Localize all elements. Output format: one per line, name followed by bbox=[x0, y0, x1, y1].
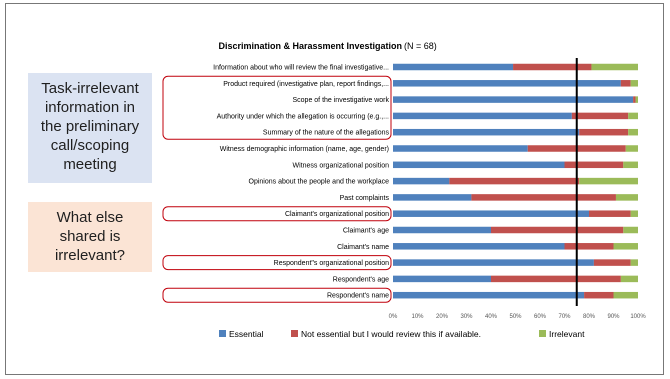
bar-segment bbox=[591, 63, 638, 71]
category-label: Authority under which the allegation is … bbox=[217, 113, 389, 120]
category-label: Claimant's age bbox=[343, 228, 389, 235]
callout-line: meeting bbox=[63, 156, 117, 173]
highlight-outline bbox=[162, 287, 392, 303]
bar-segment bbox=[393, 128, 580, 136]
bar-segment bbox=[564, 161, 624, 169]
bar-segment bbox=[393, 80, 621, 87]
bar-segment bbox=[630, 80, 638, 87]
chart-title: Discrimination & Harassment Investigatio… bbox=[218, 41, 402, 51]
callout-line: call/scoping bbox=[50, 137, 130, 154]
bar-segment bbox=[393, 259, 594, 266]
bar-segment bbox=[628, 128, 638, 136]
bar-segment bbox=[393, 226, 491, 234]
category-label: Product required (investigative plan, re… bbox=[223, 81, 389, 88]
callout-what-else: What else shared is irrelevant? bbox=[28, 202, 152, 272]
bar-segment bbox=[491, 275, 621, 283]
legend-swatch bbox=[219, 330, 226, 337]
bar-segment bbox=[623, 226, 638, 234]
callout-line: Task-irrelevant bbox=[41, 80, 139, 97]
x-tick-label: 70% bbox=[558, 314, 571, 320]
bar-segment bbox=[579, 128, 629, 136]
highlight-outline bbox=[162, 75, 392, 140]
x-tick-label: 50% bbox=[509, 314, 522, 320]
bar-segment bbox=[579, 177, 638, 185]
bar-segment bbox=[623, 161, 638, 169]
bar-segment bbox=[393, 145, 528, 152]
callout-line: What else bbox=[56, 209, 124, 226]
callout-line: shared is bbox=[59, 228, 121, 245]
legend-swatch bbox=[291, 330, 298, 337]
bar-segment bbox=[393, 243, 565, 250]
category-label: Claimant's organizational position bbox=[285, 211, 389, 218]
slide-frame bbox=[5, 3, 664, 375]
bar-segment bbox=[630, 259, 638, 266]
bar-segment bbox=[449, 177, 580, 185]
bar-segment bbox=[393, 63, 514, 71]
callout-task-irrelevant: Task-irrelevant information in the preli… bbox=[28, 73, 152, 183]
bar-segment bbox=[633, 96, 636, 103]
bar-segment bbox=[584, 291, 614, 299]
x-tick-label: 80% bbox=[583, 314, 596, 320]
bar-segment bbox=[491, 226, 624, 234]
x-tick-label: 30% bbox=[460, 314, 473, 320]
category-label: Scope of the investigative work bbox=[293, 97, 390, 104]
category-label: Information about who will review the fi… bbox=[213, 65, 389, 72]
category-label: Summary of the nature of the allegations bbox=[263, 130, 390, 137]
legend-label: Irrelevant bbox=[549, 329, 585, 339]
category-label: Witness organizational position bbox=[293, 162, 390, 169]
bar-segment bbox=[393, 112, 572, 120]
bar-segment bbox=[393, 96, 634, 103]
callout-line: the preliminary bbox=[40, 118, 140, 135]
bar-segment bbox=[613, 243, 638, 250]
bar-segment bbox=[571, 112, 629, 120]
bar-segment bbox=[625, 145, 638, 152]
bar-segment bbox=[564, 243, 614, 250]
x-tick-label: 100% bbox=[630, 314, 646, 320]
legend-label: Not essential but I would review this if… bbox=[301, 329, 481, 339]
bar-segment bbox=[589, 210, 631, 217]
bar-segment bbox=[613, 291, 638, 299]
x-tick-label: 60% bbox=[534, 314, 547, 320]
bar-segment bbox=[620, 80, 631, 87]
x-tick-label: 40% bbox=[485, 314, 498, 320]
legend-label: Essential bbox=[229, 329, 264, 339]
category-label: Respondent's age bbox=[333, 276, 389, 283]
x-tick-label: 10% bbox=[411, 314, 424, 320]
bar-segment bbox=[393, 210, 589, 217]
bar-segment bbox=[393, 194, 472, 201]
callout-line: information in bbox=[44, 99, 136, 116]
category-label: Witness demographic information (name, a… bbox=[220, 146, 389, 153]
bar-segment bbox=[513, 63, 592, 71]
bar-segment bbox=[471, 194, 616, 201]
bar-segment bbox=[628, 112, 638, 120]
category-label: Past complaints bbox=[340, 195, 390, 202]
category-label: Respondent"s organizational position bbox=[274, 260, 389, 267]
category-label: Respondent's name bbox=[327, 293, 389, 300]
legend-swatch bbox=[539, 330, 546, 337]
category-label: Opinions about the people and the workpl… bbox=[249, 179, 390, 186]
chart-subtitle: (N = 68) bbox=[404, 41, 437, 51]
bar-segment bbox=[593, 259, 631, 266]
highlight-outline bbox=[162, 206, 392, 222]
x-tick-label: 20% bbox=[436, 314, 449, 320]
highlight-outline bbox=[162, 255, 392, 271]
bar-segment bbox=[615, 194, 638, 201]
bar-segment bbox=[393, 177, 450, 185]
category-label: Claimant's name bbox=[337, 244, 389, 251]
bar-segment bbox=[393, 275, 491, 283]
bar-segment bbox=[393, 161, 565, 169]
bar-segment bbox=[630, 210, 638, 217]
x-tick-label: 0% bbox=[389, 314, 398, 320]
bar-segment bbox=[393, 291, 585, 299]
x-tick-label: 90% bbox=[607, 314, 620, 320]
bar-segment bbox=[620, 275, 638, 283]
callout-line: irrelevant? bbox=[54, 247, 126, 264]
bar-segment bbox=[635, 96, 638, 103]
